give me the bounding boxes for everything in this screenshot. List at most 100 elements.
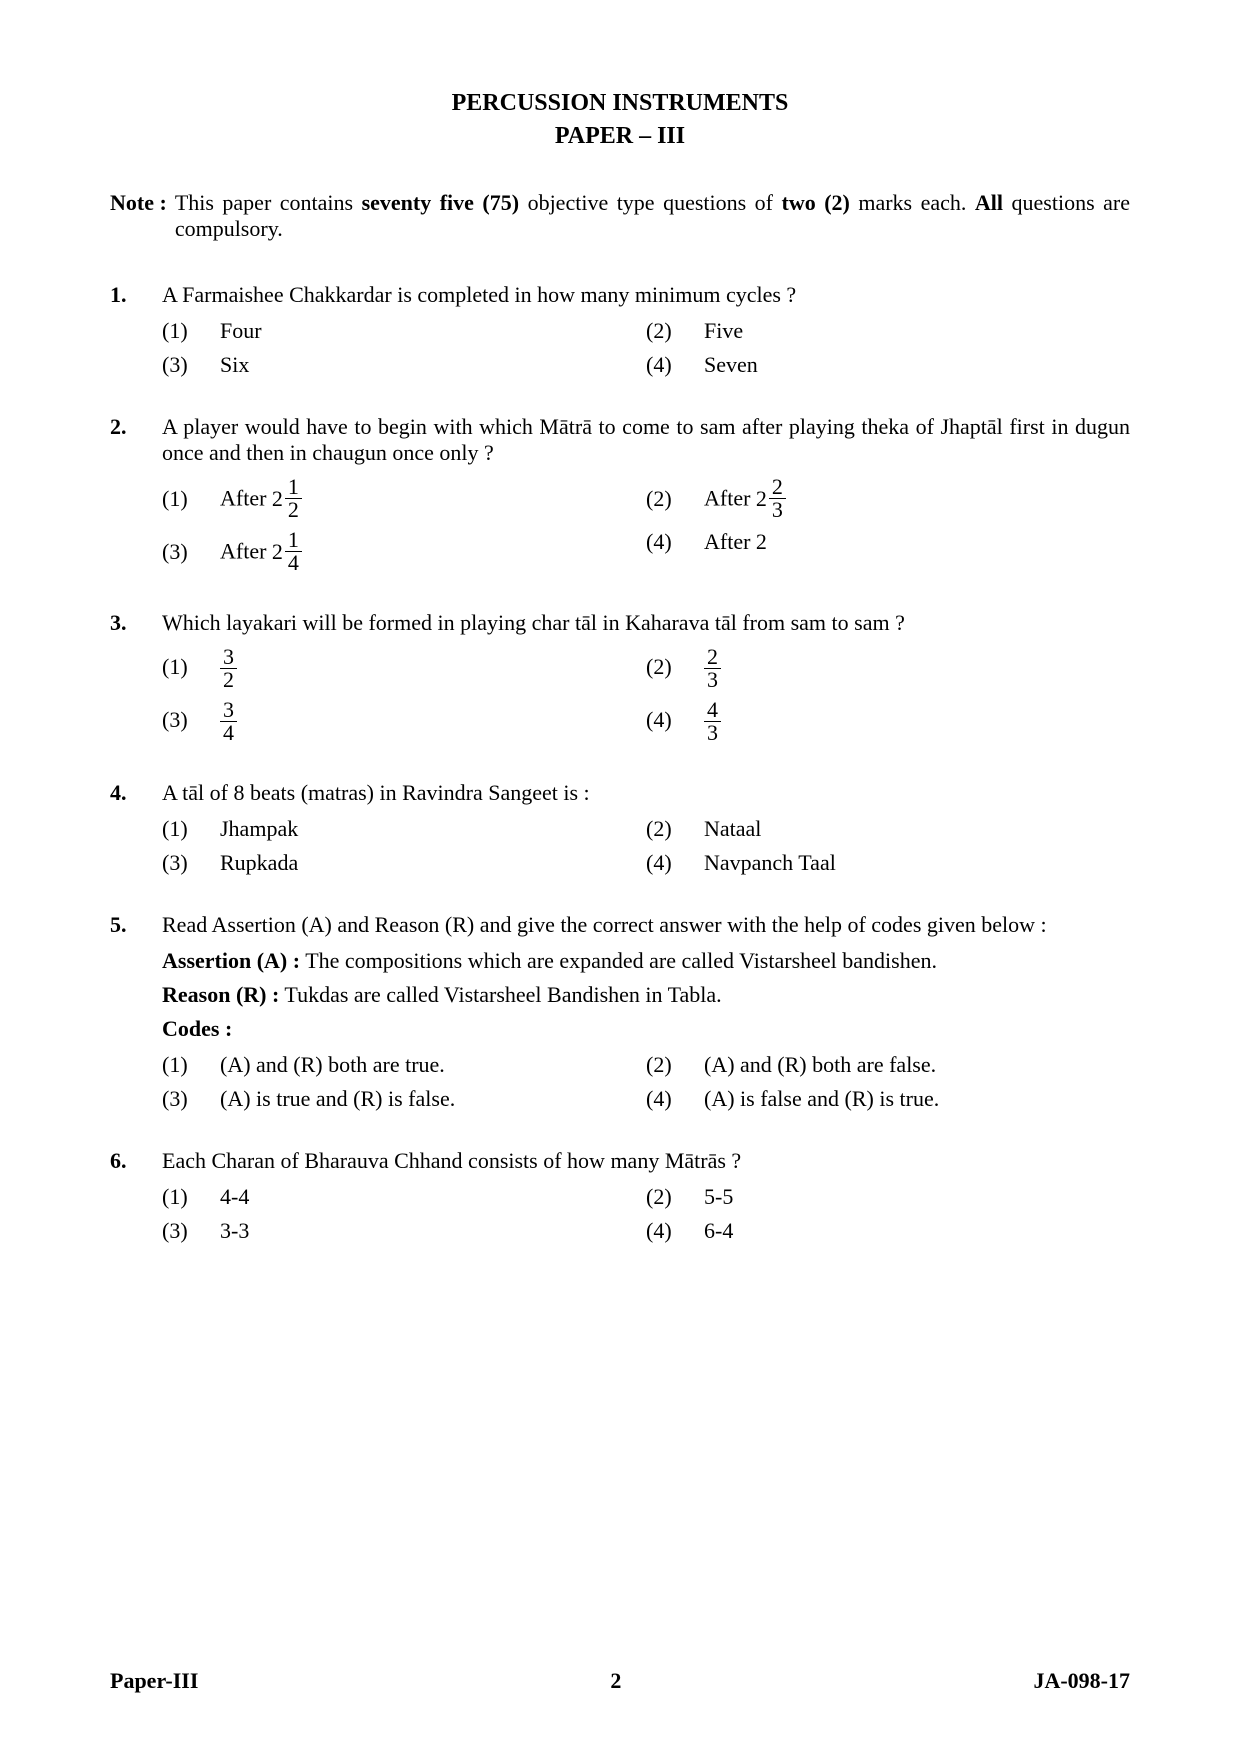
option-text: Seven (704, 352, 1130, 378)
options: (1)4-4 (2)5-5 (3)3-3 (4)6-4 (162, 1184, 1130, 1244)
option-prefix: After (704, 486, 756, 511)
option-text: 32 (220, 646, 646, 691)
page-subtitle: PAPER – III (110, 123, 1130, 150)
option-text: After 2 (704, 529, 1130, 555)
option-text: 23 (704, 646, 1130, 691)
question-number: 2. (110, 414, 162, 440)
question-text: Each Charan of Bharauva Chhand consists … (162, 1148, 1130, 1174)
reason-label: Reason (R) : (162, 982, 279, 1007)
question-text: Which layakari will be formed in playing… (162, 610, 1130, 636)
frac-num: 1 (285, 529, 302, 552)
option-number: (1) (162, 816, 220, 842)
option-number: (2) (646, 816, 704, 842)
option-text: Five (704, 318, 1130, 344)
frac-num: 3 (220, 699, 237, 722)
option-number: (1) (162, 318, 220, 344)
option-text: 3-3 (220, 1218, 646, 1244)
frac-num: 1 (285, 476, 302, 499)
question-1: 1. A Farmaishee Chakkardar is completed … (110, 282, 1130, 378)
note-text: This paper contains seventy five (75) ob… (175, 190, 1130, 242)
options: (1)Jhampak (2)Nataal (3)Rupkada (4)Navpa… (162, 816, 1130, 876)
frac-num: 3 (220, 646, 237, 669)
option-text: (A) is true and (R) is false. (220, 1086, 646, 1112)
option-number: (3) (162, 1086, 220, 1112)
option-number: (3) (162, 707, 220, 733)
option-number: (1) (162, 1184, 220, 1210)
option-number: (3) (162, 352, 220, 378)
option-text: (A) and (R) both are true. (220, 1052, 646, 1078)
frac-num: 2 (704, 646, 721, 669)
option-text: 43 (704, 699, 1130, 744)
option-text: Four (220, 318, 646, 344)
frac-den: 4 (285, 552, 302, 574)
frac-den: 3 (704, 722, 721, 744)
option-prefix: After (220, 539, 272, 564)
option-number: (4) (646, 529, 704, 555)
codes-label: Codes : (162, 1016, 232, 1041)
option-text: 5-5 (704, 1184, 1130, 1210)
question-5: 5. Read Assertion (A) and Reason (R) and… (110, 912, 1130, 1112)
option-number: (3) (162, 1218, 220, 1244)
option-text: Six (220, 352, 646, 378)
question-text: A tāl of 8 beats (matras) in Ravindra Sa… (162, 780, 1130, 806)
note-part-bold: seventy five (75) (362, 190, 520, 215)
options: (1)Four (2)Five (3)Six (4)Seven (162, 318, 1130, 378)
assertion-label: Assertion (A) : (162, 948, 300, 973)
option-number: (2) (646, 654, 704, 680)
option-text: Rupkada (220, 850, 646, 876)
assertion-text: The compositions which are expanded are … (300, 948, 937, 973)
option-number: (4) (646, 850, 704, 876)
frac-num: 4 (704, 699, 721, 722)
option-text: 4-4 (220, 1184, 646, 1210)
note-part: marks each. (850, 190, 975, 215)
options: (1)(A) and (R) both are true. (2)(A) and… (162, 1052, 1130, 1112)
reason-text: Tukdas are called Vistarsheel Bandishen … (279, 982, 721, 1007)
option-number: (2) (646, 1052, 704, 1078)
question-sub: Assertion (A) : The compositions which a… (162, 948, 1130, 1042)
option-number: (1) (162, 486, 220, 512)
question-number: 6. (110, 1148, 162, 1174)
option-number: (4) (646, 707, 704, 733)
options: (1) 32 (2) 23 (3) 34 (4) 43 (162, 646, 1130, 744)
footer-right: JA-098-17 (1033, 1668, 1130, 1694)
note-part-bold: two (2) (782, 190, 850, 215)
question-text: A Farmaishee Chakkardar is completed in … (162, 282, 1130, 308)
option-number: (4) (646, 1218, 704, 1244)
option-text: Nataal (704, 816, 1130, 842)
option-number: (3) (162, 539, 220, 565)
question-3: 3. Which layakari will be formed in play… (110, 610, 1130, 744)
note-part: This paper contains (175, 190, 362, 215)
note-label: Note : (110, 190, 167, 242)
mixed-whole: 2 (272, 486, 283, 512)
option-prefix: After (220, 486, 272, 511)
option-number: (3) (162, 850, 220, 876)
option-text: After 223 (704, 476, 1130, 521)
question-number: 3. (110, 610, 162, 636)
option-number: (4) (646, 352, 704, 378)
frac-den: 2 (285, 499, 302, 521)
options: (1) After 212 (2) After 223 (3) After 2 (162, 476, 1130, 574)
option-text: 6-4 (704, 1218, 1130, 1244)
option-number: (1) (162, 1052, 220, 1078)
option-text: (A) and (R) both are false. (704, 1052, 1130, 1078)
frac-den: 2 (220, 669, 237, 691)
question-number: 4. (110, 780, 162, 806)
option-text: 34 (220, 699, 646, 744)
question-2: 2. A player would have to begin with whi… (110, 414, 1130, 574)
mixed-whole: 2 (272, 539, 283, 565)
note-part-bold: All (975, 190, 1003, 215)
option-number: (2) (646, 318, 704, 344)
question-text: A player would have to begin with which … (162, 414, 1130, 466)
option-text: (A) is false and (R) is true. (704, 1086, 1130, 1112)
option-number: (4) (646, 1086, 704, 1112)
note-block: Note : This paper contains seventy five … (110, 190, 1130, 242)
frac-num: 2 (769, 476, 786, 499)
option-text: Navpanch Taal (704, 850, 1130, 876)
option-text: After 212 (220, 476, 646, 521)
option-text: Jhampak (220, 816, 646, 842)
question-number: 1. (110, 282, 162, 308)
option-number: (2) (646, 486, 704, 512)
footer-left: Paper-III (110, 1668, 198, 1694)
page-title: PERCUSSION INSTRUMENTS (110, 90, 1130, 117)
note-part: objective type questions of (519, 190, 781, 215)
